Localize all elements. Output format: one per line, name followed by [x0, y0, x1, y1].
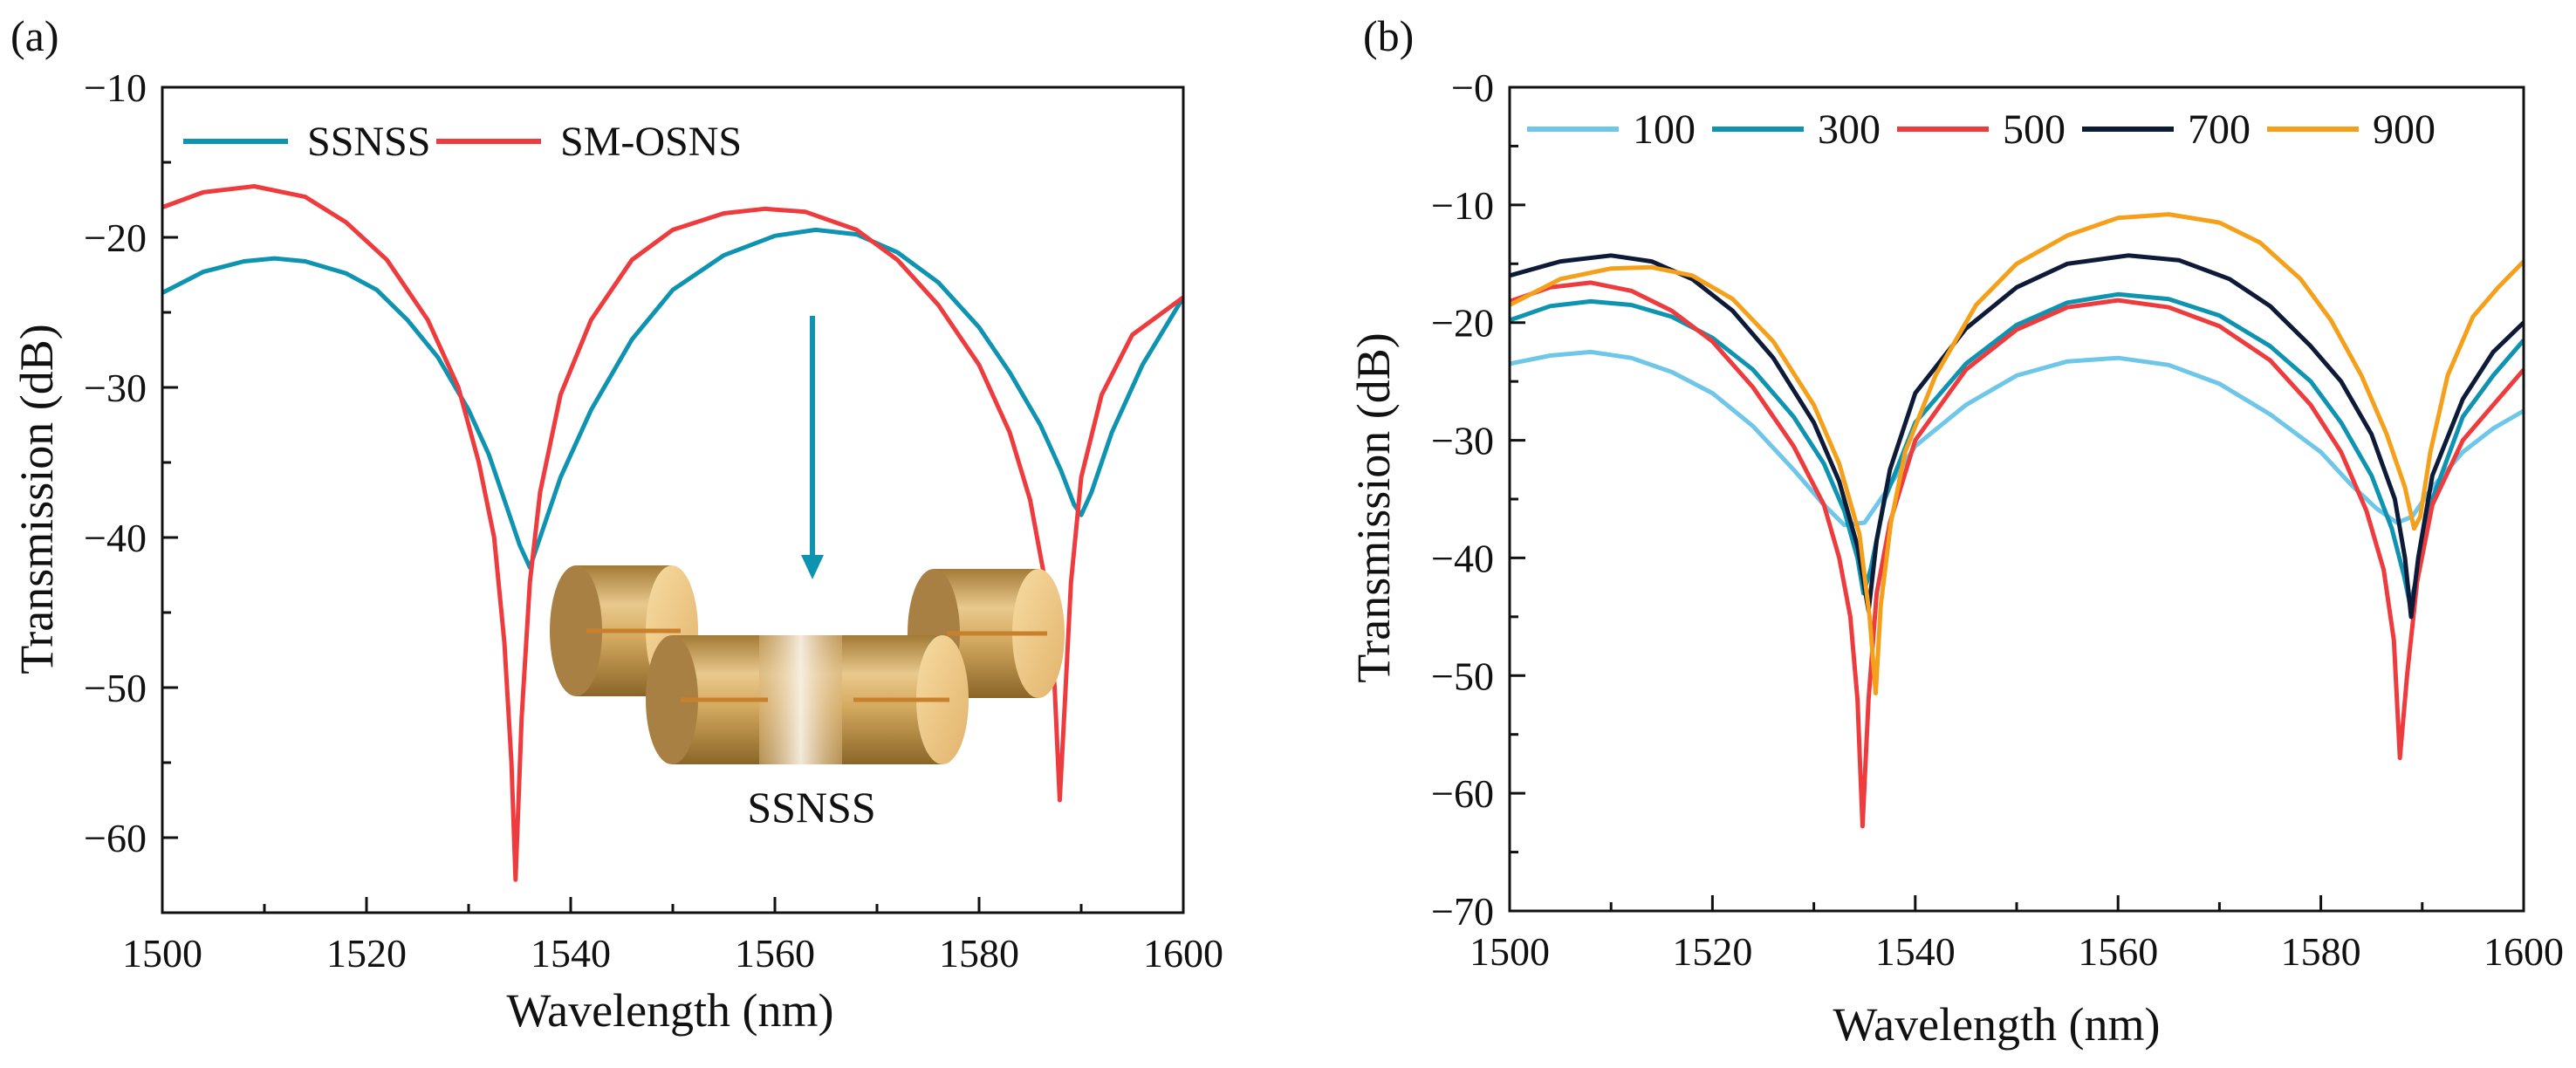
plot-area-b: 1500 1520 1540 1560 1580 1600 −70 −60 −50 −40 −30 −… — [1431, 65, 2564, 974]
x-tick-label: 1540 — [531, 931, 611, 976]
y-tick-label: −30 — [1431, 419, 1494, 463]
x-tick-label: 1600 — [2484, 929, 2564, 974]
series-line-ssnss — [162, 227, 1183, 570]
y-tick-label: −40 — [84, 516, 147, 560]
x-tick-label: 1560 — [2078, 929, 2158, 974]
panel-a: (a) 1500 1520 1540 1560 1580 1600 −60 −50 −40 −30… — [10, 11, 1223, 1037]
series-line-900 — [1510, 212, 2524, 695]
y-tick-label: −60 — [1431, 771, 1494, 816]
x-tick-label: 1580 — [2281, 929, 2361, 974]
legend-label: 300 — [1818, 106, 1881, 153]
inset-arrow-head — [801, 555, 824, 579]
legend-label: SM-OSNS — [560, 119, 742, 165]
x-tick-label: 1560 — [735, 931, 815, 976]
legend: 100 300 500 700 900 — [1527, 106, 2436, 153]
x-axis-title-b: Wavelength (nm) — [1833, 998, 2160, 1051]
x-tick-label: 1520 — [326, 931, 407, 976]
legend-label: 700 — [2188, 106, 2251, 153]
series-line-sm-osns — [162, 184, 1183, 882]
panel-label-b: (b) — [1363, 11, 1414, 60]
inset-cylinder-left — [550, 565, 698, 696]
legend-label: 900 — [2373, 106, 2436, 153]
x-tick-label: 1600 — [1143, 931, 1223, 976]
inset-label: SSNSS — [747, 783, 875, 832]
y-tick-label: −50 — [1431, 654, 1494, 698]
x-axis-title-a: Wavelength (nm) — [506, 984, 833, 1037]
y-tick-label: −30 — [84, 366, 147, 410]
x-tick-label: 1540 — [1875, 929, 1956, 974]
y-axis-title-b: Transmission (dB) — [1347, 332, 1400, 683]
y-tick-label: −50 — [84, 666, 147, 710]
y-tick-label: −0 — [1451, 65, 1494, 110]
x-tick-label: 1500 — [122, 931, 202, 976]
legend-label: 500 — [2003, 106, 2066, 153]
inset-ssnss-illustration: SSNSS — [550, 316, 1065, 832]
legend: SSNSS SM-OSNS — [183, 119, 742, 165]
y-tick-label: −20 — [1431, 301, 1494, 346]
series-line-500 — [1510, 280, 2524, 829]
y-tick-label: −40 — [1431, 536, 1494, 580]
x-tick-label: 1580 — [939, 931, 1019, 976]
plot-area-a: 1500 1520 1540 1560 1580 1600 −60 −50 −40 −30 −20 −… — [84, 65, 1223, 976]
x-tick-label: 1500 — [1470, 929, 1550, 974]
x-tick-label: 1520 — [1672, 929, 1752, 974]
panel-b: (b) 1500 1520 1540 1560 1580 1600 −70 −60 −50 −40… — [1347, 11, 2564, 1051]
panel-label-a: (a) — [10, 11, 59, 60]
plot-frame — [1508, 86, 2525, 913]
series-line-100 — [1510, 349, 2524, 528]
inset-cylinder-center — [646, 635, 969, 764]
series-line-300 — [1510, 291, 2524, 607]
y-tick-label: −60 — [84, 816, 147, 860]
y-tick-label: −10 — [1431, 183, 1494, 228]
y-tick-label: −70 — [1431, 889, 1494, 934]
series-line-700 — [1510, 253, 2524, 620]
y-tick-label: −20 — [84, 216, 147, 260]
legend-label: SSNSS — [307, 119, 430, 165]
legend-label: 100 — [1633, 106, 1696, 153]
y-tick-label: −10 — [84, 65, 147, 110]
y-axis-title-a: Transmission (dB) — [10, 324, 63, 674]
